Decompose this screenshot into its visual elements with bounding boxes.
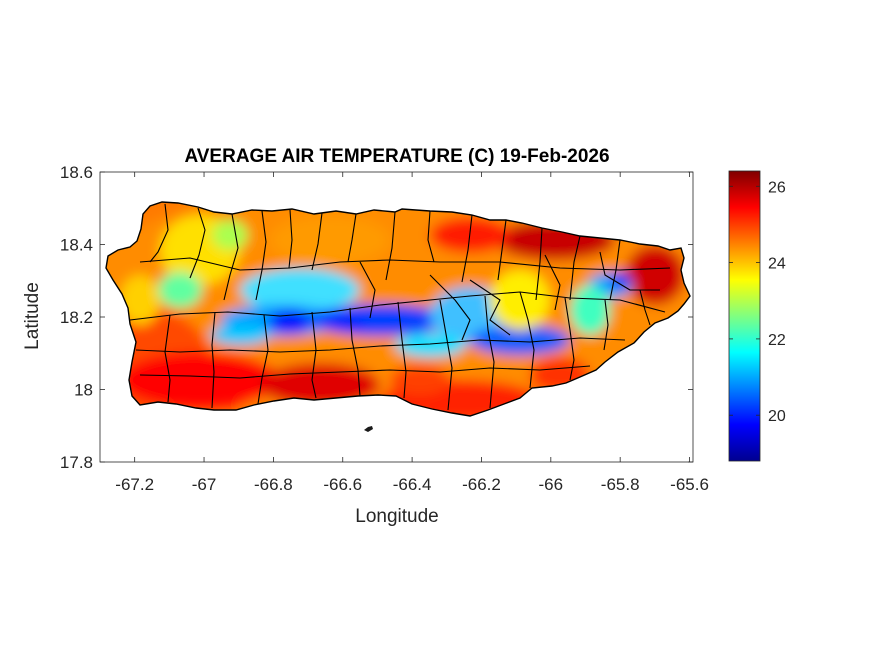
- y-axis-label: Latitude: [22, 282, 43, 350]
- municipality-border: [149, 203, 169, 263]
- temperature-patch: [120, 352, 280, 408]
- x-axis-label: Longitude: [355, 506, 438, 527]
- temperature-patch: [625, 245, 685, 305]
- x-tick-label: -65.6: [670, 475, 709, 494]
- x-tick-label: -66.6: [323, 475, 362, 494]
- municipality-border: [599, 251, 660, 291]
- y-axis-ticks: 17.8 18 18.2 18.4 18.6: [60, 163, 693, 472]
- temperature-patch: [325, 317, 365, 333]
- chart-title: AVERAGE AIR TEMPERATURE (C) 19-Feb-2026: [184, 146, 609, 167]
- colorbar-ticks: 20 22 24 26: [729, 179, 786, 425]
- municipality-border: [484, 295, 495, 409]
- temperature-patch: [470, 325, 570, 355]
- colorbar-tick-label: 26: [768, 179, 786, 196]
- temperature-patch: [210, 325, 270, 345]
- x-tick-label: -66.4: [393, 475, 432, 494]
- temperature-patch: [490, 270, 550, 330]
- municipality-border: [135, 337, 626, 353]
- municipality-border: [385, 211, 396, 281]
- municipality-border: [257, 314, 269, 405]
- municipality-border: [535, 227, 543, 301]
- x-tick-label: -66: [539, 475, 564, 494]
- y-tick-label: 18: [74, 381, 93, 400]
- municipality-border: [397, 301, 407, 399]
- colorbar-tick-label: 24: [768, 256, 786, 273]
- municipality-border: [288, 209, 293, 269]
- y-tick-label: 18.2: [60, 308, 93, 327]
- municipality-border: [347, 213, 357, 263]
- temperature-patch: [158, 272, 202, 308]
- x-tick-label: -66.8: [254, 475, 293, 494]
- municipality-border: [519, 291, 535, 389]
- municipality-border: [359, 261, 376, 319]
- x-tick-label: -65.8: [601, 475, 640, 494]
- municipality-border: [311, 212, 323, 271]
- municipality-border: [139, 257, 671, 271]
- x-tick-label: -67: [192, 475, 217, 494]
- municipality-border: [603, 299, 609, 351]
- y-tick-label: 18.4: [60, 236, 93, 255]
- temperature-patch: [390, 365, 450, 395]
- municipality-border: [469, 279, 511, 336]
- municipality-border: [439, 299, 453, 411]
- temperature-patch: [395, 333, 465, 357]
- colorbar: [728, 170, 761, 462]
- y-tick-label: 17.8: [60, 453, 93, 472]
- municipality-border: [429, 274, 471, 341]
- municipality-border: [639, 289, 651, 326]
- temperature-patch: [240, 268, 360, 312]
- y-tick-label: 18.6: [60, 163, 93, 182]
- municipality-border: [164, 314, 171, 403]
- municipality-border: [189, 207, 206, 279]
- municipality-borders: [129, 203, 671, 411]
- municipality-border: [349, 307, 361, 397]
- x-tick-label: -67.2: [115, 475, 154, 494]
- municipality-border: [544, 254, 561, 311]
- municipality-border: [427, 210, 435, 263]
- municipality-border: [497, 219, 507, 281]
- x-tick-label: -66.2: [462, 475, 501, 494]
- islet: [364, 426, 373, 432]
- coastline: [105, 201, 691, 417]
- colorbar-tick-label: 22: [768, 332, 786, 349]
- municipality-border: [569, 235, 581, 301]
- municipality-border: [129, 291, 666, 321]
- municipality-border: [461, 214, 473, 283]
- municipality-border: [223, 213, 239, 301]
- temperature-patch: [270, 215, 390, 265]
- municipality-border: [564, 297, 575, 381]
- municipality-border: [211, 311, 216, 409]
- x-axis-ticks: -67.2 -67 -66.8 -66.6 -66.4 -66.2 -66 -65.8 -65.…: [115, 172, 709, 494]
- temperature-patch: [570, 285, 610, 335]
- municipality-border: [139, 365, 591, 379]
- temperature-patch: [120, 275, 160, 325]
- municipality-border: [255, 210, 267, 301]
- temperature-patch: [212, 220, 248, 250]
- colorbar-tick-label: 20: [768, 408, 786, 425]
- municipality-border: [311, 311, 317, 399]
